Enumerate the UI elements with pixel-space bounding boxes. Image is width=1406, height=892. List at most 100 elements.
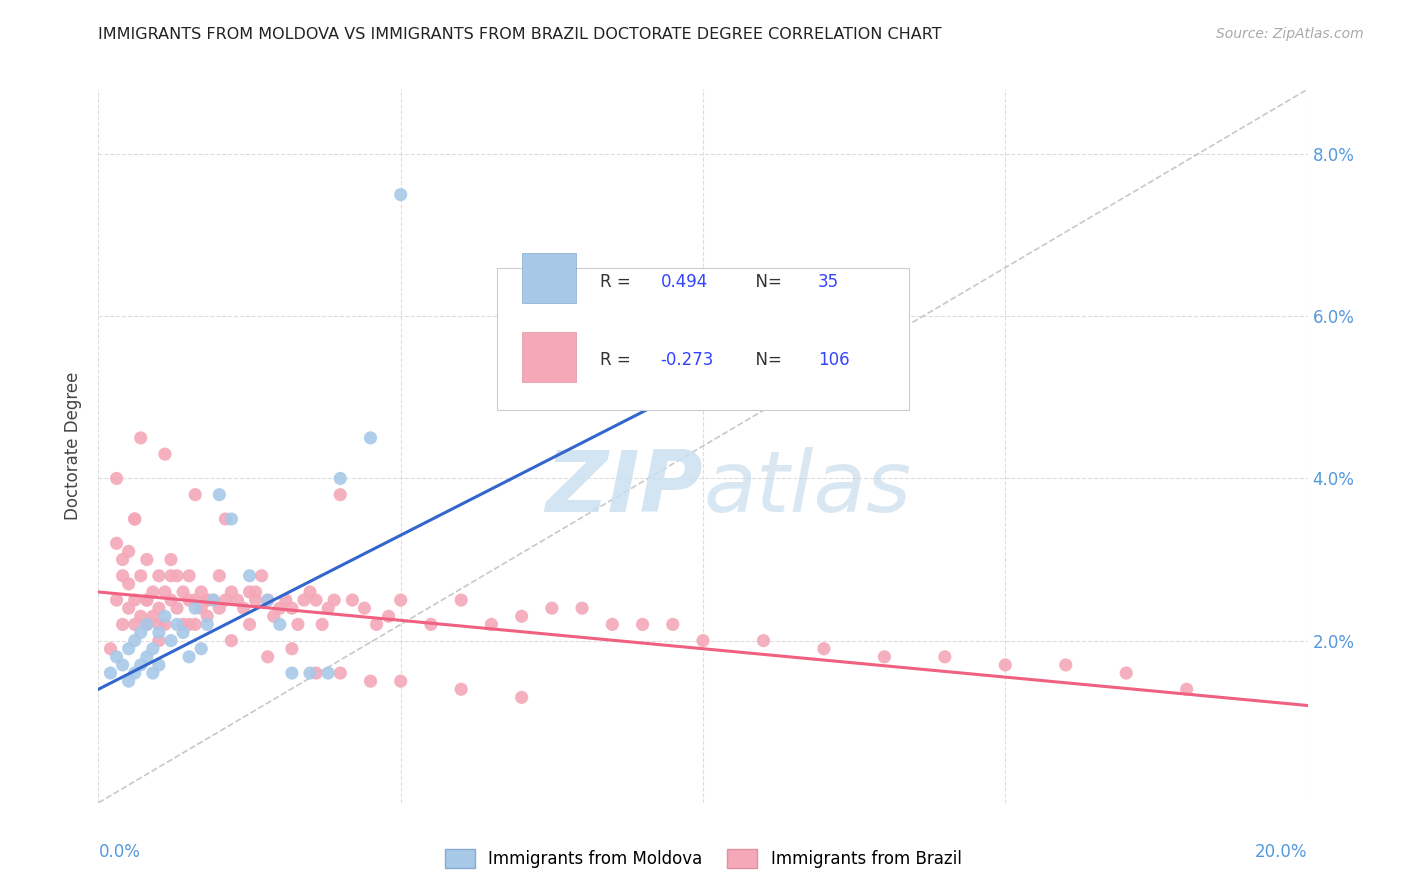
Text: R =: R = (600, 273, 637, 291)
Point (177, 649, 201, 664)
Point (100, 641, 122, 656)
Point (105, 649, 128, 664)
Point (281, 641, 304, 656)
Point (214, 593, 236, 607)
Point (124, 593, 146, 607)
Point (256, 593, 278, 607)
Point (195, 593, 218, 607)
Point (100, 666, 122, 681)
Point (135, 617, 157, 632)
Point (245, 593, 267, 607)
Text: ZIP: ZIP (546, 447, 703, 531)
Point (389, 593, 412, 607)
Point (540, 601, 562, 615)
Point (118, 674, 141, 689)
Point (221, 585, 243, 599)
Point (360, 431, 382, 445)
Point (153, 609, 176, 624)
Point (124, 617, 146, 632)
Point (190, 585, 212, 599)
Point (166, 568, 188, 582)
Point (135, 552, 157, 566)
Point (274, 593, 297, 607)
Point (873, 649, 896, 664)
Point (172, 585, 194, 599)
Point (148, 633, 170, 648)
Point (160, 552, 183, 566)
Point (148, 657, 170, 672)
Point (202, 593, 225, 607)
Point (292, 593, 315, 607)
Point (329, 471, 352, 485)
Point (111, 568, 134, 582)
Point (263, 609, 285, 624)
Point (124, 512, 146, 526)
Point (329, 666, 352, 681)
Point (124, 512, 146, 526)
FancyBboxPatch shape (498, 268, 908, 410)
Point (195, 593, 218, 607)
Point (184, 601, 207, 615)
Text: N=: N= (745, 351, 787, 369)
Point (360, 674, 382, 689)
Point (299, 666, 322, 681)
Point (1175, 682, 1198, 697)
Point (571, 601, 593, 615)
Bar (522, 332, 576, 382)
Point (153, 617, 176, 632)
Point (148, 625, 170, 640)
Point (177, 568, 201, 582)
Point (172, 625, 194, 640)
Point (316, 666, 339, 681)
Legend: Immigrants from Moldova, Immigrants from Brazil: Immigrants from Moldova, Immigrants from… (437, 842, 969, 875)
Point (311, 617, 333, 632)
Point (129, 568, 152, 582)
Point (202, 593, 225, 607)
Text: -0.273: -0.273 (661, 351, 714, 369)
Point (232, 601, 254, 615)
Point (177, 593, 201, 607)
Point (153, 585, 176, 599)
Point (305, 593, 328, 607)
Point (510, 609, 533, 624)
Point (342, 593, 364, 607)
Point (142, 641, 165, 656)
Point (281, 601, 304, 615)
Point (752, 633, 775, 648)
Point (366, 617, 388, 632)
Point (184, 488, 207, 502)
Point (256, 649, 278, 664)
Point (142, 609, 165, 624)
Point (631, 617, 654, 632)
Point (172, 617, 194, 632)
Point (316, 601, 339, 615)
Point (510, 690, 533, 705)
Point (299, 585, 322, 599)
Point (250, 568, 273, 582)
Point (177, 617, 201, 632)
Point (184, 593, 207, 607)
Point (256, 593, 278, 607)
Point (934, 649, 956, 664)
Point (245, 585, 267, 599)
Point (105, 536, 128, 550)
Point (111, 617, 134, 632)
Text: 35: 35 (818, 273, 839, 291)
Point (208, 601, 231, 615)
Point (129, 431, 152, 445)
Point (1115, 666, 1137, 681)
Point (661, 617, 683, 632)
Point (142, 666, 165, 681)
Point (1054, 657, 1077, 672)
Point (160, 593, 183, 607)
Point (160, 568, 183, 582)
Point (239, 585, 262, 599)
Text: R =: R = (600, 351, 637, 369)
Point (105, 471, 128, 485)
Point (221, 633, 243, 648)
Point (813, 641, 835, 656)
Point (481, 617, 503, 632)
Point (148, 601, 170, 615)
Point (160, 633, 183, 648)
Point (166, 601, 188, 615)
